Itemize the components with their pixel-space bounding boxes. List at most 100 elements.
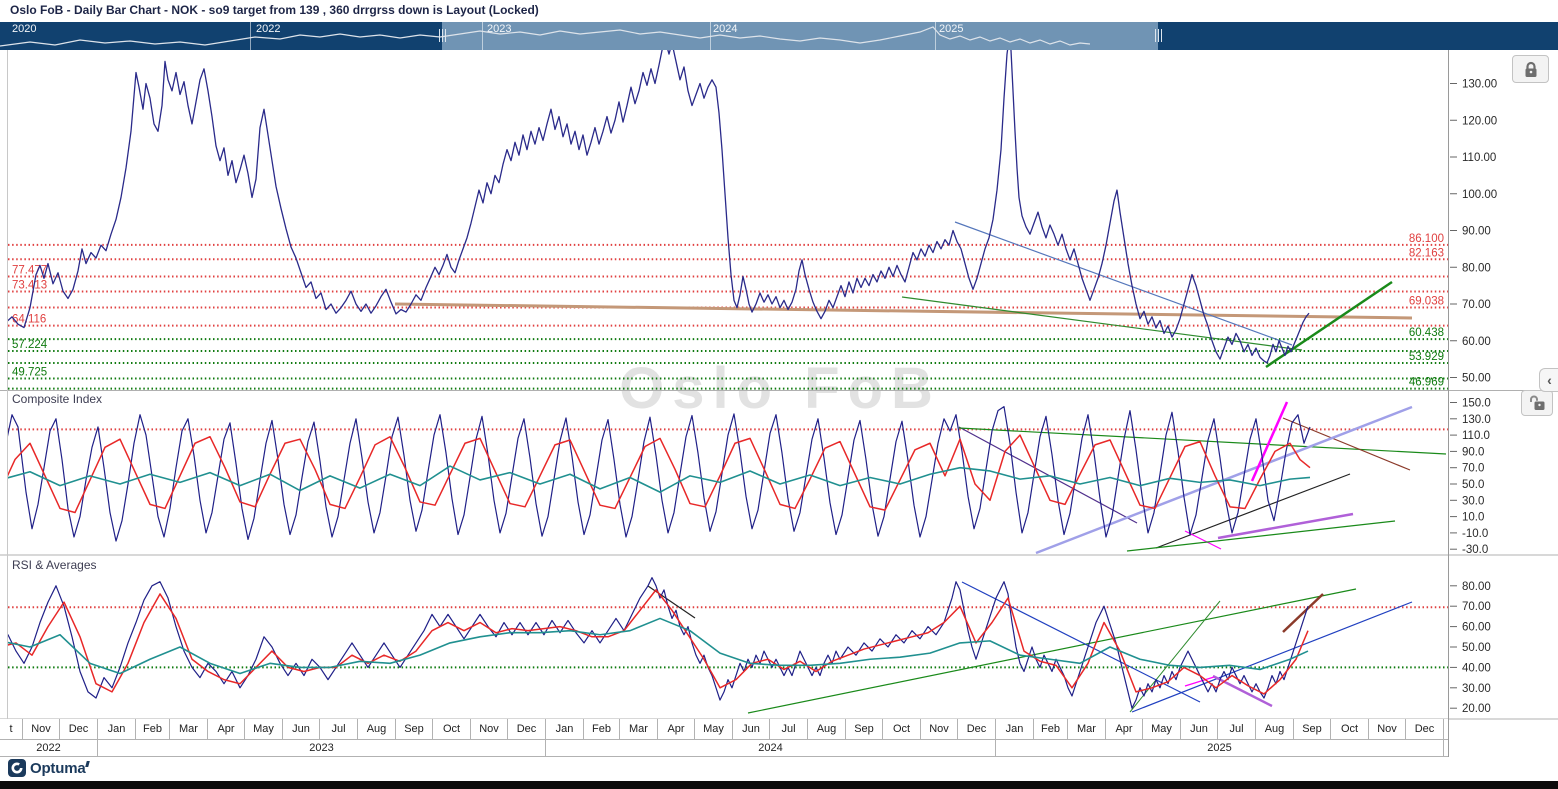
navigator-handle[interactable] bbox=[1161, 29, 1162, 42]
month-cell[interactable]: Mar bbox=[170, 719, 208, 739]
month-cell[interactable]: Nov bbox=[23, 719, 60, 739]
month-cell[interactable]: Apr bbox=[658, 719, 695, 739]
year-cell[interactable]: 2024 bbox=[546, 740, 996, 756]
month-cell[interactable]: Apr bbox=[1106, 719, 1143, 739]
timeline-navigator[interactable]: 2020 2022 2023 2024 2025 bbox=[0, 22, 1558, 50]
navigator-year-label: 2025 bbox=[939, 23, 964, 35]
axis-tick-label: 40.00 bbox=[1462, 662, 1491, 674]
navigator-year-label: 2022 bbox=[256, 23, 281, 35]
trendline-black-uptrend[interactable] bbox=[1155, 473, 1351, 549]
level-label: 57.224 bbox=[12, 339, 48, 351]
series-price bbox=[8, 50, 1310, 364]
month-cell[interactable]: Apr bbox=[208, 719, 245, 739]
month-cell[interactable]: t bbox=[0, 719, 23, 739]
month-cell[interactable]: Feb bbox=[136, 719, 170, 739]
optuma-logo-icon bbox=[8, 759, 26, 777]
month-cell[interactable]: Dec bbox=[958, 719, 996, 739]
month-cell[interactable]: Jan bbox=[98, 719, 136, 739]
trendline-brown-downtrend[interactable] bbox=[1282, 417, 1411, 471]
level-label: 86.100 bbox=[1409, 233, 1444, 245]
axis-tick-label: 30.0 bbox=[1462, 495, 1484, 507]
month-cell[interactable]: Feb bbox=[584, 719, 620, 739]
navigator-handle[interactable] bbox=[439, 29, 440, 42]
trendline-black-short-downtrend[interactable] bbox=[647, 585, 696, 619]
month-cell[interactable]: Sep bbox=[1294, 719, 1331, 739]
month-cell[interactable]: Jan bbox=[996, 719, 1034, 739]
trendline-magenta-thin-segment[interactable] bbox=[1184, 676, 1215, 687]
month-cell[interactable]: Dec bbox=[1406, 719, 1444, 739]
brand-name: Optuma bbox=[30, 759, 86, 777]
month-cell[interactable]: Dec bbox=[60, 719, 98, 739]
chart-title: Oslo FoB - Daily Bar Chart - NOK - so9 t… bbox=[10, 3, 539, 17]
year-cell[interactable]: 2022 bbox=[0, 740, 98, 756]
navigator-handle[interactable] bbox=[445, 29, 446, 42]
month-cell[interactable]: Mar bbox=[620, 719, 658, 739]
panel-title-rsi-averages[interactable]: RSI & Averages bbox=[12, 558, 97, 572]
trendline-green-downtrend[interactable] bbox=[958, 427, 1447, 455]
axis-tick-label: 130.00 bbox=[1462, 79, 1497, 91]
trendline-indigo-downtrend[interactable] bbox=[958, 426, 1138, 524]
month-cell[interactable]: Jan bbox=[546, 719, 584, 739]
trendline-green-downtrend-thin[interactable] bbox=[901, 296, 1303, 351]
navigator-handle[interactable] bbox=[442, 29, 443, 42]
month-cell[interactable]: Sep bbox=[396, 719, 433, 739]
trendline-green-uptrend-low[interactable] bbox=[1126, 520, 1396, 552]
trendline-violet-uptrend-thick[interactable] bbox=[1217, 512, 1354, 540]
trendline-magenta-spike-line[interactable] bbox=[1250, 401, 1289, 482]
month-cell[interactable]: Aug bbox=[808, 719, 846, 739]
series-composite-signal bbox=[8, 434, 1311, 514]
trendline-magenta-thin-segment[interactable] bbox=[1184, 530, 1222, 550]
trendline-steelblue-downtrend[interactable] bbox=[954, 221, 1293, 346]
series-composite-slow bbox=[8, 465, 1311, 493]
axis-tick-label: 90.0 bbox=[1462, 446, 1484, 458]
month-cell[interactable]: Jun bbox=[1181, 719, 1218, 739]
month-cell[interactable]: Oct bbox=[433, 719, 471, 739]
month-cell[interactable]: Dec bbox=[508, 719, 546, 739]
month-axis-row[interactable]: t Nov Dec Jan Feb Mar Apr May Jun Jul Aug Sep Oct Nov… bbox=[0, 719, 1448, 740]
axis-tick-label: 70.00 bbox=[1462, 601, 1491, 613]
trendline-blue-downtrend[interactable] bbox=[961, 581, 1201, 703]
title-bar: Oslo FoB - Daily Bar Chart - NOK - so9 t… bbox=[0, 0, 1558, 22]
month-cell[interactable]: Mar bbox=[1068, 719, 1106, 739]
month-cell[interactable]: Feb bbox=[1034, 719, 1068, 739]
lock-icon-main-panel[interactable] bbox=[1512, 55, 1549, 83]
month-cell[interactable]: Jul bbox=[320, 719, 358, 739]
axis-tick-label: 80.00 bbox=[1462, 581, 1491, 593]
axis-tick-label: 50.00 bbox=[1462, 642, 1491, 654]
month-cell[interactable]: Nov bbox=[471, 719, 508, 739]
month-cell[interactable]: May bbox=[1143, 719, 1181, 739]
month-cell[interactable]: Aug bbox=[1256, 719, 1294, 739]
collapse-panel-chevron[interactable]: ‹ bbox=[1539, 368, 1558, 392]
month-cell[interactable]: Oct bbox=[1331, 719, 1369, 739]
panel-price: 77.47773.41364.11657.22449.72586.10082.1… bbox=[8, 50, 1448, 390]
year-cell[interactable]: 2023 bbox=[98, 740, 546, 756]
trendline-green-long-uptrend[interactable] bbox=[747, 588, 1357, 714]
month-cell[interactable]: Jun bbox=[733, 719, 770, 739]
month-cell[interactable]: Sep bbox=[846, 719, 883, 739]
panel-title-composite-index[interactable]: Composite Index bbox=[12, 392, 103, 406]
month-cell[interactable]: May bbox=[695, 719, 733, 739]
trendline-blue-uptrend[interactable] bbox=[1131, 601, 1413, 713]
month-cell[interactable]: May bbox=[245, 719, 283, 739]
navigator-selection[interactable] bbox=[442, 22, 1158, 50]
month-cell[interactable]: Oct bbox=[883, 719, 921, 739]
month-cell[interactable]: Jun bbox=[283, 719, 320, 739]
month-cell[interactable]: Nov bbox=[1369, 719, 1406, 739]
trendline-violet-downtrend-thick[interactable] bbox=[1212, 674, 1273, 708]
lock-icon-lower-panel[interactable] bbox=[1521, 390, 1553, 416]
open-padlock-icon bbox=[1529, 395, 1544, 410]
month-cell[interactable]: Aug bbox=[358, 719, 396, 739]
month-cell[interactable]: Jul bbox=[770, 719, 808, 739]
year-axis-row[interactable]: 2022 2023 2024 2025 bbox=[0, 740, 1448, 757]
trendline-brown-uptrend-thick[interactable] bbox=[1282, 593, 1324, 633]
navigator-handle[interactable] bbox=[1155, 29, 1156, 42]
navigator-handle[interactable] bbox=[1158, 29, 1159, 42]
month-cell[interactable]: Nov bbox=[921, 719, 958, 739]
year-cell[interactable]: 2025 bbox=[996, 740, 1444, 756]
axis-tick-label: 120.00 bbox=[1462, 115, 1497, 127]
navigator-year-divider bbox=[935, 22, 936, 50]
month-cell[interactable]: Jul bbox=[1218, 719, 1256, 739]
axis-tick-label: -30.0 bbox=[1462, 544, 1488, 556]
trendline-tan-trendline[interactable] bbox=[394, 302, 1413, 320]
trendline-green-uptrend-thick[interactable] bbox=[1265, 280, 1393, 369]
